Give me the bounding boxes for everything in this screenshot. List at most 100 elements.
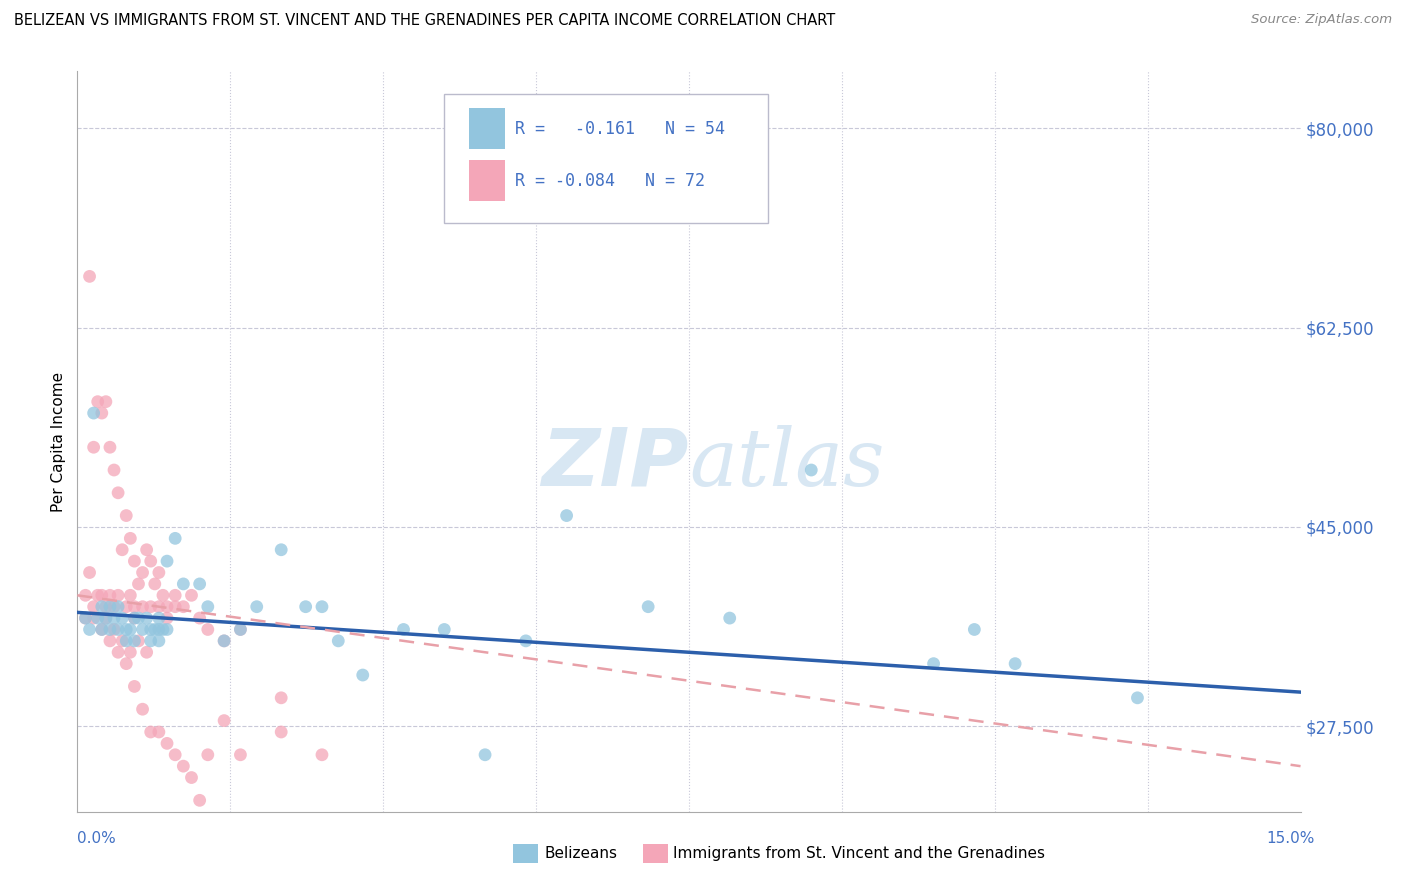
Point (124, 554, 146, 568)
Point (135, 611, 157, 625)
Point (83, 440, 105, 454)
Point (135, 645, 157, 659)
Point (294, 599, 316, 614)
Point (922, 657, 945, 671)
Point (120, 588, 142, 602)
Point (103, 463, 125, 477)
Point (148, 633, 170, 648)
Point (197, 623, 219, 637)
Point (107, 485, 129, 500)
Point (148, 725, 170, 739)
Point (90, 623, 112, 637)
Point (115, 508, 138, 523)
Point (165, 747, 187, 762)
Text: BELIZEAN VS IMMIGRANTS FROM ST. VINCENT AND THE GRENADINES PER CAPITA INCOME COR: BELIZEAN VS IMMIGRANTS FROM ST. VINCENT … (14, 13, 835, 29)
Point (229, 623, 252, 637)
Point (87, 394, 110, 409)
Text: Belizeans: Belizeans (544, 847, 617, 861)
Text: R = -0.084   N = 72: R = -0.084 N = 72 (515, 172, 706, 190)
Point (148, 566, 170, 580)
Point (156, 554, 179, 568)
Point (83, 406, 105, 420)
Point (79, 269, 101, 284)
Point (139, 725, 162, 739)
Point (115, 623, 138, 637)
Point (328, 633, 350, 648)
Point (139, 623, 162, 637)
FancyBboxPatch shape (468, 161, 506, 201)
Point (98, 623, 121, 637)
Point (148, 611, 170, 625)
Point (555, 508, 578, 523)
Point (165, 532, 187, 546)
Point (115, 599, 138, 614)
Point (79, 566, 101, 580)
Point (120, 645, 142, 659)
Point (124, 611, 146, 625)
Point (115, 657, 138, 671)
Point (131, 623, 153, 637)
Point (124, 680, 146, 694)
Point (156, 623, 179, 637)
Point (139, 633, 162, 648)
Point (197, 599, 219, 614)
Point (94, 394, 117, 409)
Point (131, 566, 153, 580)
Point (111, 611, 134, 625)
Point (120, 532, 142, 546)
Point (433, 623, 456, 637)
Point (1004, 657, 1026, 671)
Point (75, 611, 97, 625)
Point (127, 577, 149, 591)
Point (148, 623, 170, 637)
Point (131, 702, 153, 716)
Point (156, 599, 179, 614)
Point (131, 599, 153, 614)
Point (392, 623, 415, 637)
Point (270, 690, 292, 705)
Point (75, 588, 97, 602)
Point (103, 623, 125, 637)
Point (103, 599, 125, 614)
Point (352, 668, 374, 682)
Point (87, 611, 110, 625)
Point (107, 645, 129, 659)
Point (94, 611, 117, 625)
Point (139, 599, 162, 614)
Point (165, 599, 187, 614)
Point (156, 611, 179, 625)
Point (87, 588, 110, 602)
Point (90, 406, 112, 420)
Point (180, 771, 202, 785)
Point (165, 588, 187, 602)
Point (124, 599, 146, 614)
Text: R =   -0.161   N = 54: R = -0.161 N = 54 (515, 120, 725, 138)
Point (143, 623, 166, 637)
Point (800, 463, 823, 477)
Text: atlas: atlas (689, 425, 884, 502)
Text: ZIP: ZIP (541, 425, 689, 503)
Point (246, 599, 269, 614)
Point (637, 599, 659, 614)
Point (212, 714, 235, 728)
Point (90, 588, 112, 602)
Point (103, 611, 125, 625)
Point (90, 623, 112, 637)
Point (143, 577, 166, 591)
Point (229, 747, 252, 762)
Point (79, 623, 101, 637)
Point (120, 623, 142, 637)
Point (139, 554, 162, 568)
Point (718, 611, 741, 625)
Point (1126, 690, 1149, 705)
Point (311, 747, 333, 762)
Point (212, 633, 235, 648)
Point (83, 611, 105, 625)
Point (474, 747, 496, 762)
Point (127, 633, 149, 648)
Point (188, 793, 211, 807)
Point (963, 623, 986, 637)
Point (172, 577, 194, 591)
Y-axis label: Per Capita Income: Per Capita Income (51, 371, 66, 512)
Point (107, 623, 129, 637)
